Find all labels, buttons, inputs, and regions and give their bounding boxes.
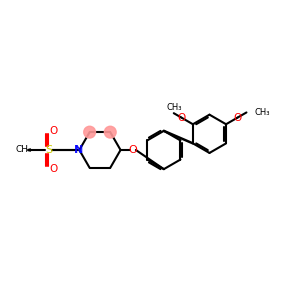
Text: O: O (50, 164, 58, 174)
Circle shape (84, 126, 95, 138)
Text: O: O (50, 126, 58, 136)
Text: O: O (128, 145, 137, 155)
Text: CH₃: CH₃ (255, 108, 270, 117)
Text: O: O (233, 112, 242, 123)
Text: N: N (75, 145, 83, 155)
Text: O: O (177, 112, 186, 123)
Text: S: S (45, 145, 52, 155)
Text: CH₃: CH₃ (15, 146, 32, 154)
Circle shape (104, 126, 116, 138)
Text: N: N (74, 145, 82, 155)
Text: CH₃: CH₃ (166, 103, 182, 112)
